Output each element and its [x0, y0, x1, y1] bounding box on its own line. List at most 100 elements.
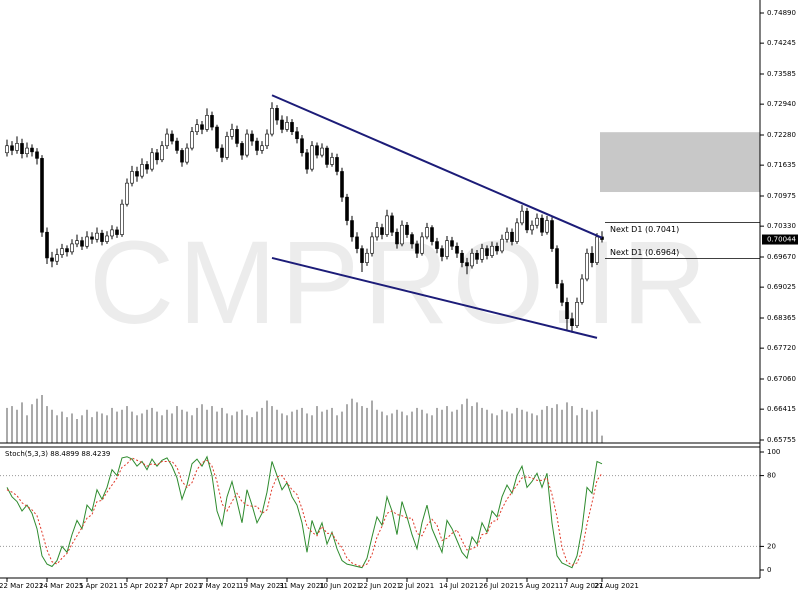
x-tick-label: 22 Mar 2021: [0, 582, 43, 590]
candle-body: [275, 108, 279, 121]
y2-tick-label: 0: [767, 566, 771, 574]
candle-body: [310, 145, 314, 170]
volume-bar: [111, 407, 113, 443]
candle-body: [25, 147, 29, 154]
background-layer: CMPRO.IR: [89, 217, 707, 349]
volume-bar: [486, 409, 488, 443]
candle-body: [555, 248, 559, 284]
volume-bar: [576, 415, 578, 443]
candle-body: [575, 302, 579, 327]
volume-bar: [166, 409, 168, 443]
candle-body: [35, 151, 39, 159]
y-tick-label: 0.65755: [767, 436, 796, 444]
volume-bar: [581, 407, 583, 443]
volume-bar: [571, 406, 573, 443]
volume-bar: [196, 407, 198, 443]
volume-bar: [461, 404, 463, 443]
volume-bar: [496, 415, 498, 443]
candle-body: [160, 145, 164, 161]
candle-body: [100, 232, 104, 242]
volume-bar: [66, 417, 68, 443]
candle-body: [250, 133, 254, 142]
candle-body: [180, 150, 184, 163]
volume-bar: [371, 400, 373, 443]
candle-body: [240, 143, 244, 156]
candle-body: [265, 133, 269, 147]
candle-body: [595, 236, 599, 263]
volume-bar: [181, 409, 183, 443]
candle-body: [210, 115, 214, 128]
volume-bar: [376, 409, 378, 443]
volume-bar: [251, 417, 253, 443]
y-tick-label: 0.71635: [767, 161, 796, 169]
plot-layer: 0.74890 0.74245 0.73585 0.72940 0.72280 0.716…: [0, 9, 798, 590]
volume-bar: [146, 409, 148, 443]
volume-bar: [456, 409, 458, 443]
volume-bar: [401, 411, 403, 443]
volume-bar: [536, 415, 538, 443]
candle-body: [215, 126, 219, 149]
candle-body: [440, 248, 444, 257]
x-tick-label: 17 Aug 2021: [559, 582, 604, 590]
candle-body: [175, 140, 179, 151]
candle-body: [60, 248, 64, 255]
volume-bar: [191, 415, 193, 443]
y-tick-label: 0.72280: [767, 131, 796, 139]
candle-body: [510, 231, 514, 242]
volume-bar: [266, 400, 268, 443]
candle-body: [15, 143, 19, 151]
volume-bar: [421, 409, 423, 443]
candle-body: [525, 210, 529, 231]
candle-body: [245, 133, 249, 156]
candle-body: [385, 215, 389, 235]
candle-body: [235, 129, 239, 144]
candle-body: [220, 147, 224, 158]
candle-body: [465, 262, 469, 267]
volume-bar: [241, 409, 243, 443]
volume-bar: [326, 409, 328, 443]
volume-bar: [321, 411, 323, 443]
candle-body: [580, 278, 584, 303]
volume-bar: [171, 413, 173, 443]
volume-bar: [501, 409, 503, 443]
candle-body: [5, 145, 9, 154]
y2-tick-label: 80: [767, 472, 776, 480]
volume-bar: [271, 406, 273, 443]
candle-body: [330, 157, 334, 165]
candle-body: [110, 229, 114, 237]
candle-body: [415, 243, 419, 254]
volume-bar: [291, 411, 293, 443]
volume-bar: [21, 402, 23, 443]
candle-body: [295, 131, 299, 140]
volume-bar: [156, 411, 158, 443]
candle-body: [515, 222, 519, 242]
candle-body: [565, 302, 569, 320]
candle-body: [105, 235, 109, 242]
y-tick-label: 0.67060: [767, 375, 796, 383]
candle-body: [325, 147, 329, 165]
candle-body: [570, 318, 574, 327]
volume-bar: [566, 402, 568, 443]
candle-body: [120, 203, 124, 235]
candle-body: [360, 248, 364, 263]
volume-bar: [46, 406, 48, 443]
volume-bar: [436, 407, 438, 443]
y-tick-label: 0.68365: [767, 314, 796, 322]
volume-bar: [131, 411, 133, 443]
x-tick-label: 15 Apr 2021: [119, 582, 162, 590]
volume-bar: [201, 404, 203, 443]
volume-bar: [231, 415, 233, 443]
candle-body: [230, 129, 234, 137]
candle-body: [135, 171, 139, 177]
candle-body: [450, 240, 454, 247]
level-label: Next D1 (0.6964): [610, 248, 679, 257]
volume-bar: [361, 406, 363, 443]
candle-body: [315, 145, 319, 156]
candle-body: [550, 220, 554, 249]
candle-body: [345, 196, 349, 221]
candle-body: [55, 254, 59, 262]
volume-bar: [311, 415, 313, 443]
candle-body: [280, 119, 284, 130]
y2-tick-label: 100: [767, 448, 780, 456]
y-tick-label: 0.70975: [767, 192, 796, 200]
